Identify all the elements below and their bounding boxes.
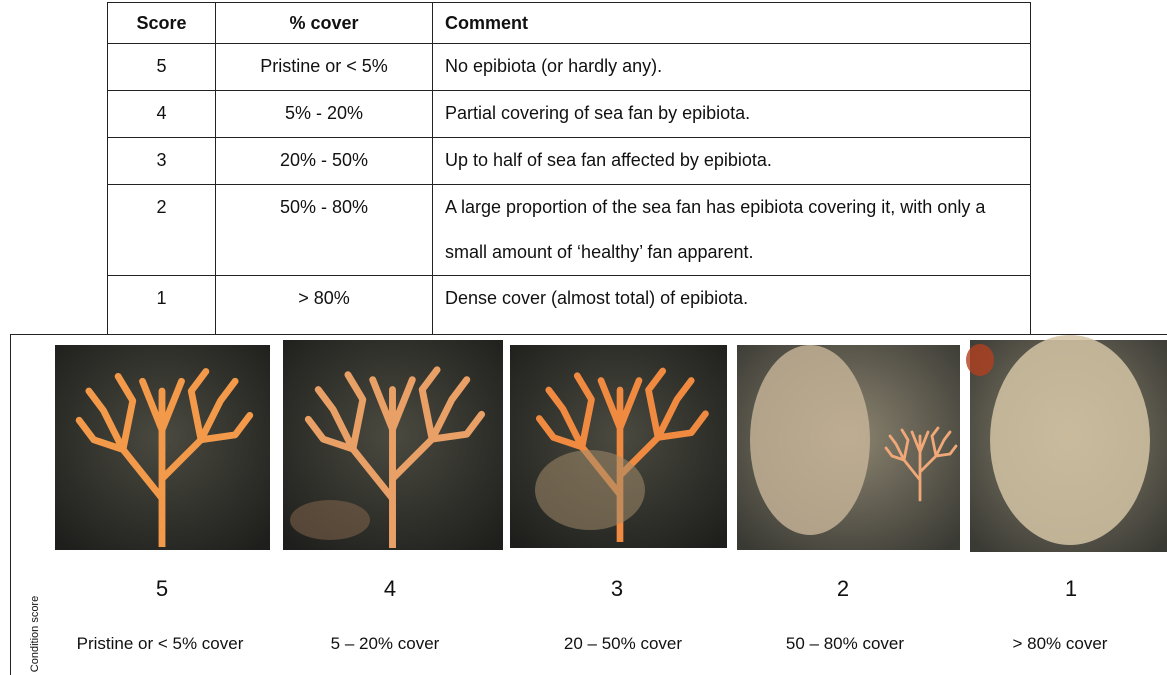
cell: A large proportion of the sea fan has ep… [432,184,1031,276]
panel-caption: Pristine or < 5% cover [76,634,244,653]
header-cell: Score [107,2,216,44]
row: 3 20% - 50% Up to half of sea fan affected… [107,137,1031,185]
photo-shape [750,345,870,535]
panel-caption: 50 – 80% cover [785,634,905,653]
row: 2 50% - 80% A large proportion of the sea … [107,184,1031,276]
cell: 50% - 80% [215,184,433,276]
photo-2 [283,340,503,550]
header-row: Score % cover Comment [107,2,1031,44]
cell: Partial covering of sea fan by epibiota. [432,90,1031,138]
row: 1 > 80% Dense cover (almost total) of epib… [107,275,1031,335]
panel-score: 3 [610,576,624,601]
panel-caption: 20 – 50% cover [563,634,683,653]
panel-score: 4 [383,576,397,601]
score-table: Score % cover Comment 5 Pristine or < 5% N… [107,2,1031,335]
panel-score: 2 [836,576,850,601]
figure-frame [10,334,1167,675]
photo-3 [510,345,727,548]
cell: Up to half of sea fan affected by epibio… [432,137,1031,185]
cell: 2 [107,184,216,276]
cell: No epibiota (or hardly any). [432,43,1031,91]
cell: Dense cover (almost total) of epibiota. [432,275,1031,335]
photo-shape [990,335,1150,545]
photos [55,335,1167,552]
panel-caption: 5 – 20% cover [330,634,440,653]
cell: 5 [107,43,216,91]
cell: 5% - 20% [215,90,433,138]
cell: Pristine or < 5% [215,43,433,91]
panel-caption: > 80% cover [1012,634,1108,653]
panel-score: 5 [155,576,169,601]
row: 5 Pristine or < 5% No epibiota (or hardly … [107,43,1031,91]
cell: 4 [107,90,216,138]
panel-score: 1 [1064,576,1078,601]
photo-shape [966,344,994,376]
photo-1 [55,345,270,550]
photo-5 [966,335,1167,552]
photo-shape [290,500,370,540]
photo-4 [737,345,960,550]
cell: 1 [107,275,216,335]
header-cell: % cover [215,2,433,44]
photo-shape [535,450,645,530]
cell: 20% - 50% [215,137,433,185]
row: 4 5% - 20% Partial covering of sea fan by … [107,90,1031,138]
